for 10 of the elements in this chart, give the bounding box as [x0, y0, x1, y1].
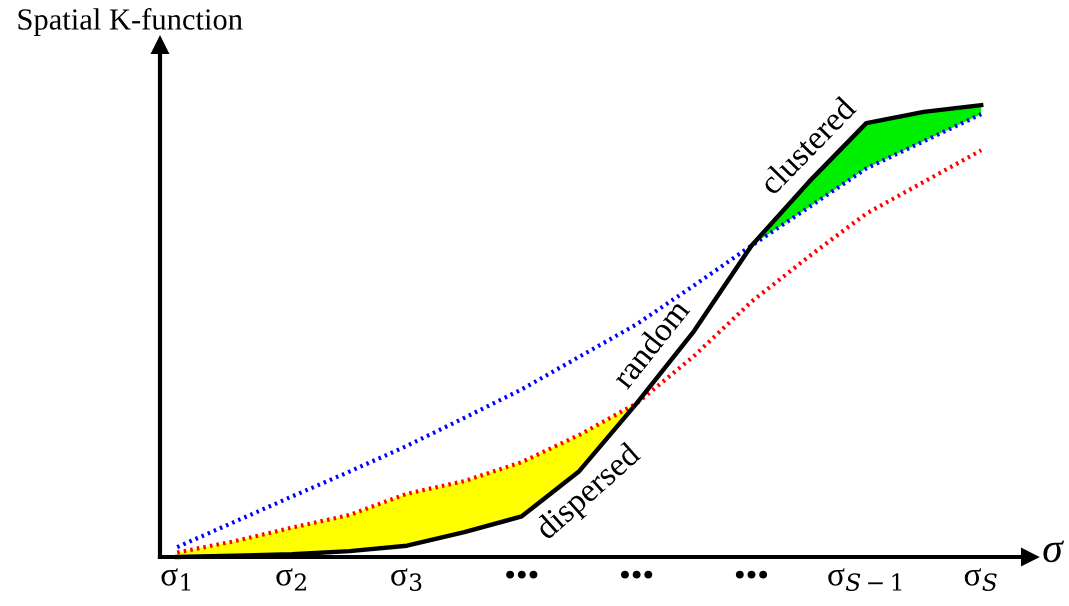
x-tick-label: •••	[621, 570, 653, 579]
x-tick-label: •••	[506, 570, 538, 579]
x-tick-label: σ$_{1}$	[161, 568, 191, 591]
x-tick-label: σ$_{3}$	[391, 568, 422, 591]
x-tick-label: •••	[735, 570, 768, 579]
x-axis-title: σ	[1043, 540, 1065, 563]
x-tick-label: σ$_{2}$	[276, 568, 306, 591]
x-tick-label: σ$_{S}$	[964, 568, 997, 591]
x-tick-label: σ$_{S−1}$	[828, 568, 902, 591]
y-axis-title: Spatial K-function	[18, 7, 243, 36]
